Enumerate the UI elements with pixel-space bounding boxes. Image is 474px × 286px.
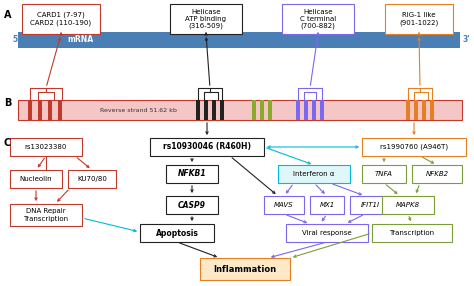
- FancyBboxPatch shape: [68, 170, 116, 188]
- FancyBboxPatch shape: [278, 165, 350, 183]
- Bar: [406, 100, 410, 120]
- Bar: [28, 100, 32, 120]
- FancyBboxPatch shape: [170, 4, 242, 34]
- Text: Helicase
ATP binding
(316-509): Helicase ATP binding (316-509): [185, 9, 227, 29]
- Text: Nucleolin: Nucleolin: [20, 176, 52, 182]
- Bar: [38, 100, 42, 120]
- Bar: [48, 100, 52, 120]
- FancyBboxPatch shape: [264, 196, 304, 214]
- Text: mRNA: mRNA: [67, 35, 93, 45]
- FancyBboxPatch shape: [140, 224, 214, 242]
- FancyBboxPatch shape: [200, 258, 290, 280]
- Bar: [414, 100, 418, 120]
- Text: Interferon α: Interferon α: [293, 171, 335, 177]
- FancyBboxPatch shape: [18, 32, 460, 48]
- Bar: [58, 100, 62, 120]
- Text: MX1: MX1: [319, 202, 335, 208]
- Text: MAPK8: MAPK8: [396, 202, 420, 208]
- Bar: [196, 100, 200, 120]
- FancyBboxPatch shape: [362, 138, 466, 156]
- FancyBboxPatch shape: [310, 196, 344, 214]
- FancyBboxPatch shape: [286, 224, 368, 242]
- Text: B: B: [4, 98, 11, 108]
- Text: NFKB1: NFKB1: [178, 170, 206, 178]
- Bar: [296, 100, 300, 120]
- Text: CARD1 (7-97)
CARD2 (110-190): CARD1 (7-97) CARD2 (110-190): [30, 12, 91, 26]
- Bar: [212, 100, 216, 120]
- FancyBboxPatch shape: [385, 4, 453, 34]
- FancyBboxPatch shape: [350, 196, 390, 214]
- Bar: [422, 100, 426, 120]
- Text: Helicase
C terminal
(700-882): Helicase C terminal (700-882): [300, 9, 336, 29]
- Text: TNFA: TNFA: [375, 171, 393, 177]
- FancyBboxPatch shape: [282, 4, 354, 34]
- Text: rs1990760 (A946T): rs1990760 (A946T): [380, 144, 448, 150]
- Bar: [312, 100, 316, 120]
- Bar: [252, 100, 256, 120]
- Text: A: A: [4, 10, 11, 20]
- Text: IFIT1I: IFIT1I: [360, 202, 380, 208]
- Text: 3': 3': [463, 35, 471, 45]
- Text: Apoptosis: Apoptosis: [155, 229, 199, 237]
- Text: Reverse strand 51.62 kb: Reverse strand 51.62 kb: [100, 108, 177, 112]
- FancyBboxPatch shape: [22, 4, 100, 34]
- FancyBboxPatch shape: [412, 165, 462, 183]
- Text: RIG-1 like
(901-1022): RIG-1 like (901-1022): [400, 12, 438, 26]
- Text: rs10930046 (R460H): rs10930046 (R460H): [163, 142, 251, 152]
- FancyBboxPatch shape: [10, 170, 62, 188]
- FancyBboxPatch shape: [372, 224, 452, 242]
- FancyBboxPatch shape: [166, 196, 218, 214]
- Text: Viral response: Viral response: [302, 230, 352, 236]
- Bar: [220, 100, 224, 120]
- Text: MAVS: MAVS: [274, 202, 294, 208]
- Text: NFKB2: NFKB2: [426, 171, 448, 177]
- Text: Transcription: Transcription: [390, 230, 435, 236]
- FancyBboxPatch shape: [150, 138, 264, 156]
- Text: C: C: [4, 138, 11, 148]
- Text: 5': 5': [12, 35, 19, 45]
- Text: DNA Repair
Transcription: DNA Repair Transcription: [23, 208, 69, 221]
- Bar: [204, 100, 208, 120]
- Bar: [304, 100, 308, 120]
- FancyBboxPatch shape: [10, 204, 82, 226]
- FancyBboxPatch shape: [18, 100, 462, 120]
- FancyBboxPatch shape: [166, 165, 218, 183]
- FancyBboxPatch shape: [382, 196, 434, 214]
- Bar: [430, 100, 434, 120]
- FancyBboxPatch shape: [10, 138, 82, 156]
- Text: KU70/80: KU70/80: [77, 176, 107, 182]
- Text: CASP9: CASP9: [178, 200, 206, 210]
- Bar: [320, 100, 324, 120]
- Bar: [268, 100, 272, 120]
- Text: Inflammation: Inflammation: [213, 265, 276, 273]
- FancyBboxPatch shape: [362, 165, 406, 183]
- Text: rs13023380: rs13023380: [25, 144, 67, 150]
- Bar: [260, 100, 264, 120]
